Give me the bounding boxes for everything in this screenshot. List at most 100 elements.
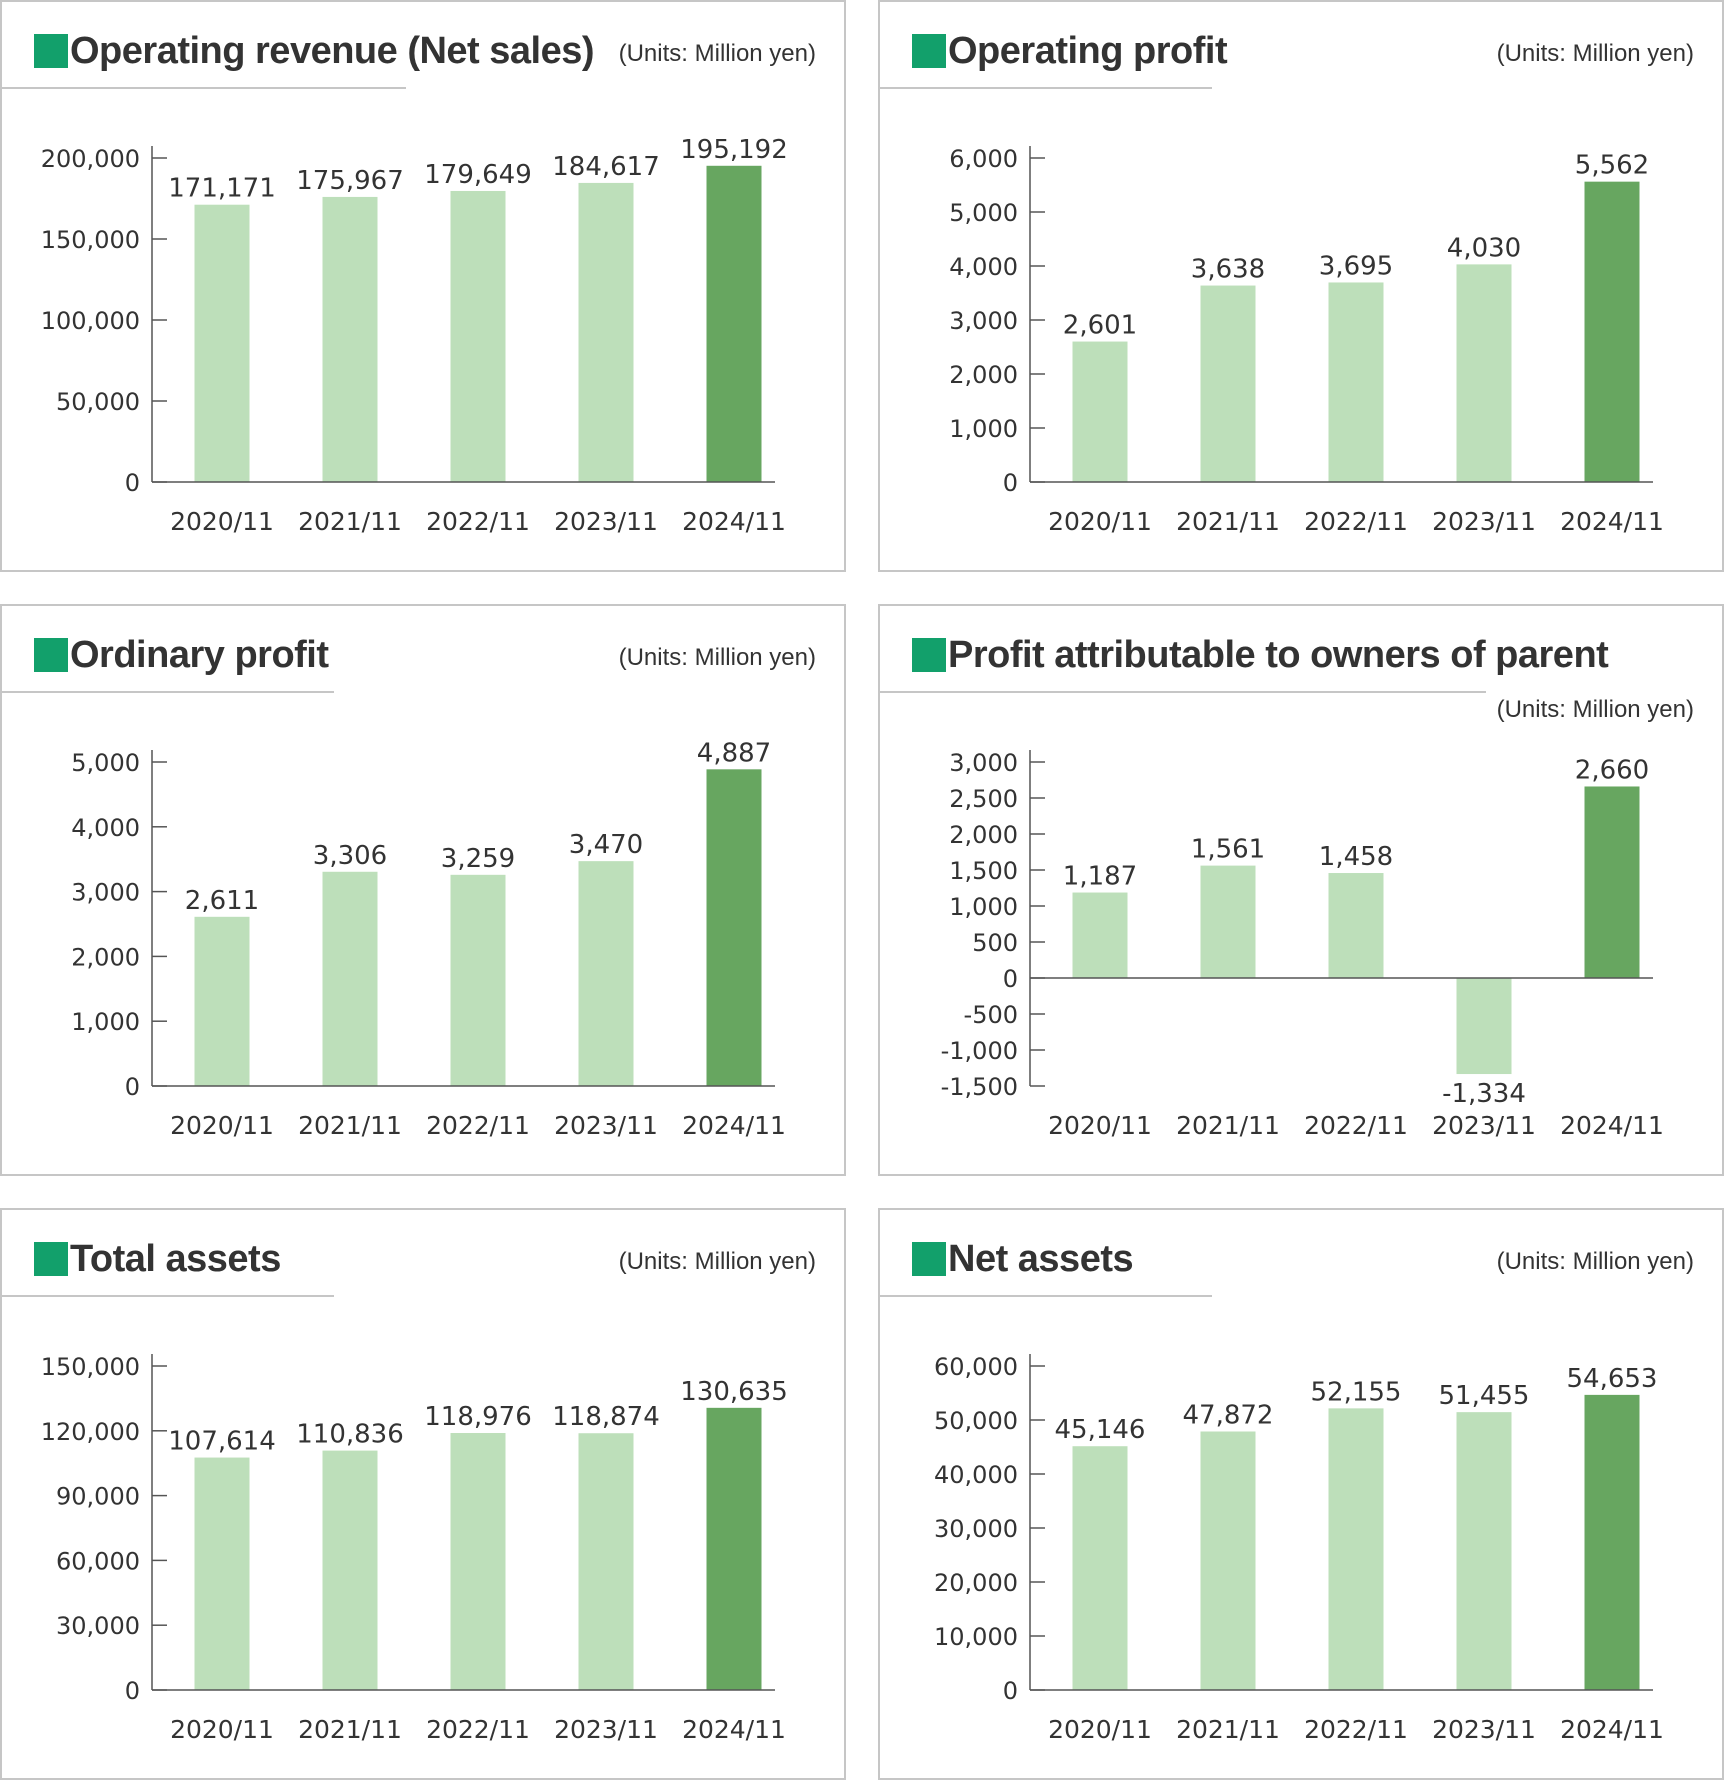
bar-chart-total-assets: 0 30,000 60,000 90,000 120,000 150,000 107,614… bbox=[41, 1353, 788, 1744]
title-underline bbox=[2, 87, 406, 89]
chart-title: Net assets bbox=[948, 1238, 1134, 1280]
bar-chart-ordinary-profit: 0 1,000 2,000 3,000 4,000 5,000 2,611 2020/11 3,… bbox=[71, 738, 786, 1140]
y-tick-label: 0 bbox=[1003, 1677, 1018, 1705]
x-tick-label: 2020/11 bbox=[170, 1715, 274, 1744]
y-tick-label: 10,000 bbox=[934, 1623, 1018, 1651]
y-tick-label: -1,000 bbox=[941, 1037, 1018, 1065]
y-tick-label: 6,000 bbox=[949, 145, 1018, 173]
bar bbox=[322, 196, 378, 482]
x-tick-label: 2020/11 bbox=[170, 1111, 274, 1140]
data-label: 47,872 bbox=[1183, 1400, 1274, 1430]
title-square-icon bbox=[912, 638, 946, 672]
bar bbox=[578, 861, 634, 1086]
data-label: 51,455 bbox=[1439, 1381, 1530, 1411]
chart-title: Total assets bbox=[70, 1238, 281, 1280]
y-tick-label: 60,000 bbox=[56, 1547, 140, 1575]
y-tick-label: 0 bbox=[125, 1677, 140, 1705]
x-tick-label: 2023/11 bbox=[554, 1715, 658, 1744]
y-tick-label: -500 bbox=[964, 1001, 1018, 1029]
bar bbox=[1328, 1408, 1384, 1690]
y-tick-label: 30,000 bbox=[934, 1515, 1018, 1543]
chart-title-row: Operating revenue (Net sales) bbox=[34, 30, 595, 72]
y-tick-label: -1,500 bbox=[941, 1073, 1018, 1101]
x-tick-label: 2023/11 bbox=[1432, 1111, 1536, 1140]
chart-title-row: Operating profit bbox=[912, 32, 1228, 70]
chart-title: Profit attributable to owners of parent bbox=[948, 634, 1609, 676]
y-tick-label: 3,000 bbox=[949, 307, 1018, 335]
bar-chart-operating-profit: 0 1,000 2,000 3,000 4,000 5,000 6,000 2,601 2020… bbox=[949, 145, 1664, 536]
y-tick-label: 1,500 bbox=[949, 857, 1018, 885]
bar bbox=[578, 182, 634, 482]
x-tick-label: 2024/11 bbox=[1560, 1715, 1664, 1744]
chart-panel-operating-revenue: Operating revenue (Net sales) (Units: Mi… bbox=[0, 0, 846, 572]
bar bbox=[1072, 341, 1128, 482]
y-tick-label: 20,000 bbox=[934, 1569, 1018, 1597]
chart-title-row: Profit attributable to owners of parent bbox=[912, 634, 1609, 676]
chart-title: Ordinary profit bbox=[70, 634, 329, 676]
chart-panel-ordinary-profit: Ordinary profit (Units: Million yen) 0 1,… bbox=[0, 604, 846, 1176]
y-tick-label: 50,000 bbox=[56, 388, 140, 416]
x-tick-label: 2021/11 bbox=[1176, 1715, 1280, 1744]
y-tick-label: 60,000 bbox=[934, 1353, 1018, 1381]
data-label: 179,649 bbox=[424, 160, 532, 190]
units-label: (Units: Million yen) bbox=[618, 1248, 816, 1275]
data-label: 118,874 bbox=[552, 1402, 660, 1432]
y-tick-label: 4,000 bbox=[949, 253, 1018, 281]
title-square-icon bbox=[34, 1242, 68, 1276]
bar bbox=[706, 1407, 762, 1690]
data-label: 52,155 bbox=[1311, 1377, 1402, 1407]
units-label: (Units: Million yen) bbox=[1496, 40, 1694, 67]
data-label: 54,653 bbox=[1567, 1364, 1658, 1394]
data-label: 4,030 bbox=[1447, 233, 1521, 263]
title-square-icon bbox=[34, 638, 68, 672]
data-label: 3,638 bbox=[1191, 255, 1265, 285]
y-tick-label: 90,000 bbox=[56, 1483, 140, 1511]
title-square-icon bbox=[912, 1242, 946, 1276]
units-label: (Units: Million yen) bbox=[618, 644, 816, 671]
title-underline bbox=[880, 87, 1212, 89]
data-label: 2,660 bbox=[1575, 755, 1649, 785]
bar bbox=[1584, 786, 1640, 978]
bar bbox=[706, 769, 762, 1086]
data-label: 175,967 bbox=[296, 166, 404, 196]
y-tick-label: 4,000 bbox=[71, 814, 140, 842]
bar bbox=[1072, 892, 1128, 978]
data-label: 3,470 bbox=[569, 830, 643, 860]
bar bbox=[194, 916, 250, 1086]
bar bbox=[1200, 285, 1256, 482]
bar bbox=[450, 874, 506, 1086]
y-tick-label: 0 bbox=[1003, 469, 1018, 497]
chart-title: Operating revenue (Net sales) bbox=[70, 30, 595, 72]
x-tick-label: 2021/11 bbox=[298, 507, 402, 536]
data-label: 1,561 bbox=[1191, 835, 1265, 865]
bar bbox=[1200, 865, 1256, 978]
y-tick-label: 0 bbox=[1003, 965, 1018, 993]
y-tick-label: 150,000 bbox=[41, 1353, 140, 1381]
y-tick-label: 1,000 bbox=[949, 415, 1018, 443]
units-label: (Units: Million yen) bbox=[1496, 1248, 1694, 1275]
y-tick-label: 200,000 bbox=[41, 145, 140, 173]
x-tick-label: 2022/11 bbox=[426, 507, 530, 536]
x-tick-label: 2024/11 bbox=[1560, 1111, 1664, 1140]
y-tick-label: 0 bbox=[125, 469, 140, 497]
y-tick-label: 30,000 bbox=[56, 1612, 140, 1640]
bar bbox=[1072, 1446, 1128, 1690]
y-tick-label: 3,000 bbox=[71, 879, 140, 907]
y-tick-label: 500 bbox=[972, 929, 1018, 957]
bar bbox=[322, 871, 378, 1086]
y-tick-label: 5,000 bbox=[949, 199, 1018, 227]
chart-panel-profit-attributable: Profit attributable to owners of parent … bbox=[878, 604, 1724, 1176]
y-tick-label: 2,000 bbox=[71, 943, 140, 971]
data-label: 118,976 bbox=[424, 1402, 532, 1432]
bar-chart-profit-attributable: -1,500 -1,000 -500 0 500 1,000 1,500 2,000 2,500… bbox=[941, 749, 1664, 1140]
bar bbox=[450, 1433, 506, 1690]
bar bbox=[322, 1450, 378, 1690]
bar bbox=[1456, 978, 1512, 1075]
y-tick-label: 1,000 bbox=[71, 1008, 140, 1036]
data-label: 1,458 bbox=[1319, 842, 1393, 872]
chart-title-row: Total assets bbox=[34, 1240, 281, 1278]
x-tick-label: 2020/11 bbox=[170, 507, 274, 536]
bar-chart-net-assets: 0 10,000 20,000 30,000 40,000 50,000 60,000 45,… bbox=[934, 1353, 1664, 1744]
bar bbox=[1328, 282, 1384, 482]
data-label: 2,601 bbox=[1063, 311, 1137, 341]
